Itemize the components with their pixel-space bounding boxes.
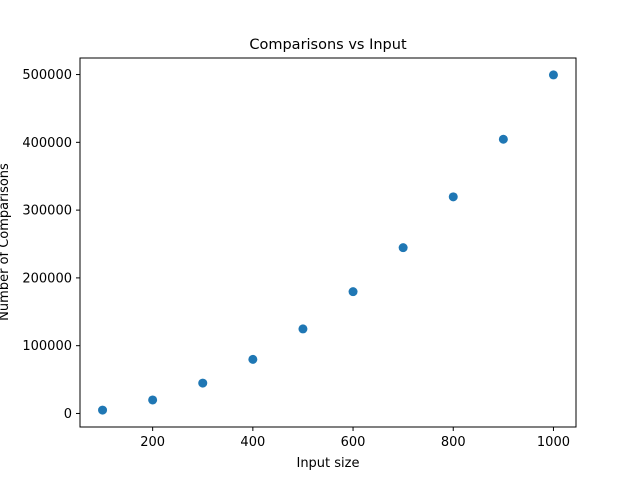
data-point (248, 354, 258, 364)
data-point (298, 324, 308, 334)
data-point (498, 134, 508, 144)
plot-area (98, 70, 558, 415)
y-tick-label: 500000 (22, 68, 72, 83)
y-tick-label: 300000 (22, 204, 72, 219)
data-point (98, 405, 108, 415)
data-point (548, 70, 558, 80)
y-axis-label: Number of Comparisons (0, 163, 12, 321)
data-point (398, 243, 408, 253)
y-tick-label: 200000 (22, 271, 72, 286)
y-tick-label: 400000 (22, 136, 72, 151)
x-tick-label: 200 (140, 435, 165, 450)
y-tick-label: 100000 (22, 339, 72, 354)
data-point (448, 192, 458, 202)
y-tick-label: 0 (64, 407, 72, 422)
chart-title: Comparisons vs Input (249, 37, 407, 53)
x-axis-label: Input size (296, 456, 359, 471)
x-tick-label: 1000 (537, 435, 570, 450)
data-point (198, 378, 208, 388)
x-tick-label: 600 (341, 435, 366, 450)
x-axis: 200 400 600 800 1000 (140, 427, 570, 450)
y-axis: 0 100000 200000 300000 400000 500000 (22, 68, 80, 422)
x-tick-label: 400 (240, 435, 265, 450)
data-point (148, 395, 158, 405)
data-point (348, 287, 358, 297)
x-tick-label: 800 (441, 435, 466, 450)
axes-frame (79, 57, 577, 428)
